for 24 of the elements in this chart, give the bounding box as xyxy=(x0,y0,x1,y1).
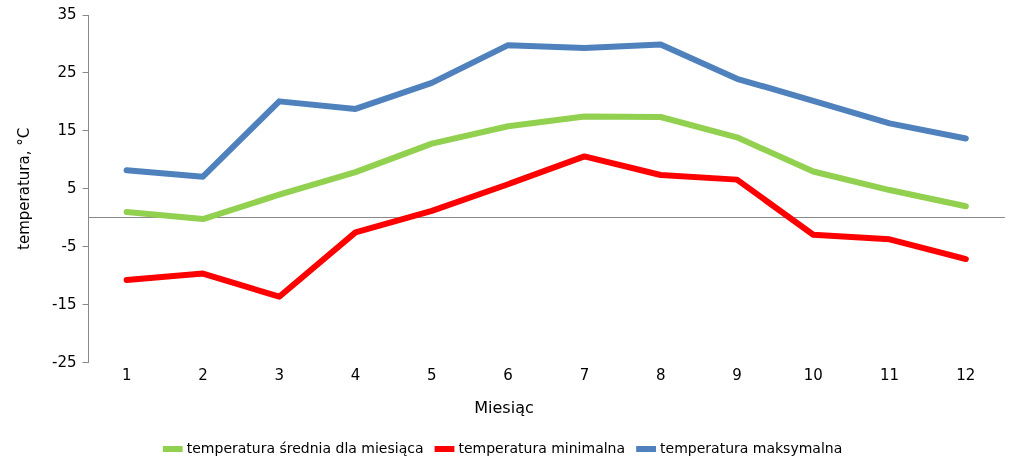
x-tick-label: 10 xyxy=(803,366,823,385)
legend-label: temperatura minimalna xyxy=(458,439,626,456)
x-tick-label: 9 xyxy=(732,366,742,385)
y-tick-label: 5 xyxy=(66,178,77,197)
x-tick-label: 6 xyxy=(503,366,513,385)
y-tick-label: 25 xyxy=(57,62,77,81)
x-tick-label: 5 xyxy=(427,366,437,385)
x-tick-label: 7 xyxy=(579,366,590,385)
legend-label: temperatura maksymalna xyxy=(660,439,843,456)
x-tick-label: 11 xyxy=(880,366,900,385)
y-tick-label: 15 xyxy=(57,120,77,139)
x-axis-title: Miesiąc xyxy=(474,397,534,417)
x-tick-label: 3 xyxy=(274,366,284,385)
x-tick-label: 2 xyxy=(198,366,208,385)
x-tick-label: 4 xyxy=(350,366,361,385)
y-tick-label: -25 xyxy=(52,352,77,371)
legend-label: temperatura średnia dla miesiąca xyxy=(186,439,424,456)
x-tick-label: 8 xyxy=(655,366,666,385)
y-tick-label: -15 xyxy=(52,294,77,313)
y-axis-title: temperatura, °C xyxy=(14,127,33,250)
y-tick-label: 35 xyxy=(57,4,77,23)
x-tick-label: 12 xyxy=(956,366,976,385)
x-tick-label: 1 xyxy=(121,366,132,385)
y-tick-label: -5 xyxy=(61,236,77,255)
